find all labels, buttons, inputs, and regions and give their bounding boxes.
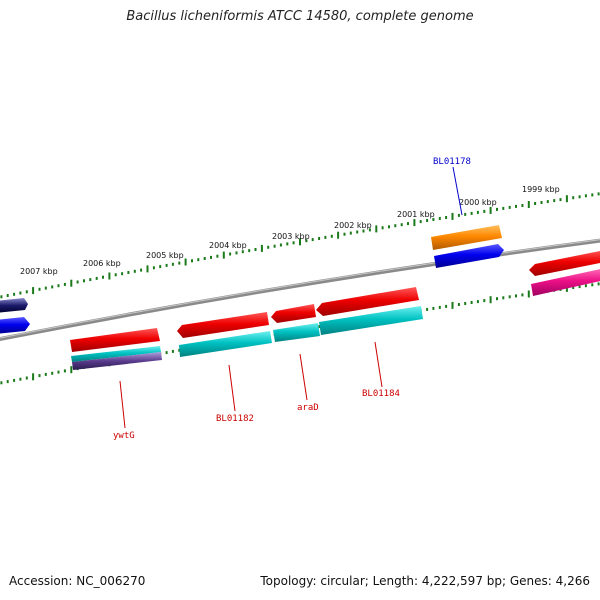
scale-label-2005-kbp: 2005 kbp bbox=[146, 251, 184, 260]
gene-label-araD: araD bbox=[297, 403, 319, 413]
gene-label-BL01184: BL01184 bbox=[362, 389, 400, 399]
gene-feature-ywtG-purple bbox=[72, 352, 162, 370]
gene-feature-BL01178 bbox=[434, 244, 504, 268]
leader-line-BL01178 bbox=[452, 166, 463, 216]
gene-feature-BL01184-cyan bbox=[319, 306, 423, 335]
gene-feature-right-magenta bbox=[531, 269, 600, 296]
genome-backbone-highlight bbox=[0, 239, 600, 339]
scale-label-1999-kbp: 1999 kbp bbox=[522, 185, 560, 194]
leader-line-ywtG bbox=[119, 380, 126, 429]
gene-feature-BL01184-red bbox=[316, 287, 419, 316]
gene-feature-orange bbox=[431, 225, 502, 250]
scale-label-2003-kbp: 2003 kbp bbox=[272, 232, 310, 241]
gene-label-BL01178: BL01178 bbox=[433, 157, 471, 167]
accession-text: Accession: NC_006270 bbox=[9, 574, 146, 588]
genome-backbone bbox=[0, 238, 600, 342]
leader-line-BL01182 bbox=[228, 364, 236, 412]
scale-label-2006-kbp: 2006 kbp bbox=[83, 259, 121, 268]
gene-feature-araD-cyan bbox=[273, 323, 320, 342]
gene-feature-left-edge-blue bbox=[0, 317, 30, 334]
gene-feature-right-red bbox=[529, 251, 600, 276]
gene-feature-BL01182-red bbox=[177, 312, 269, 338]
gene-feature-left-edge-top bbox=[0, 298, 28, 313]
gene-label-ywtG: ywtG bbox=[113, 431, 135, 441]
scale-label-2000-kbp: 2000 kbp bbox=[459, 198, 497, 207]
scale-label-2007-kbp: 2007 kbp bbox=[20, 267, 58, 276]
genome-summary-text: Topology: circular; Length: 4,222,597 bp… bbox=[260, 574, 590, 588]
leader-line-BL01184 bbox=[374, 341, 383, 388]
map-title: Bacillus licheniformis ATCC 14580, compl… bbox=[126, 9, 474, 24]
gene-feature-araD-red bbox=[271, 304, 316, 323]
scale-label-2002-kbp: 2002 kbp bbox=[334, 221, 372, 230]
gene-feature-ywtG-red bbox=[70, 328, 160, 352]
scale-label-2001-kbp: 2001 kbp bbox=[397, 210, 435, 219]
leader-line-araD bbox=[299, 353, 308, 401]
gene-feature-ywtG-cyan bbox=[71, 346, 161, 362]
scale-label-2004-kbp: 2004 kbp bbox=[209, 241, 247, 250]
outer-scale-ticks bbox=[0, 192, 600, 299]
gene-feature-BL01182-cyan bbox=[179, 331, 272, 357]
gene-label-BL01182: BL01182 bbox=[216, 414, 254, 424]
